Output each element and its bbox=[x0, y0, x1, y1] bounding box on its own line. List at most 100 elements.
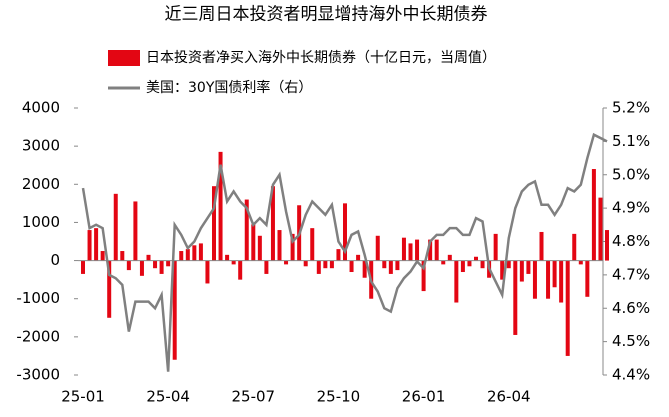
bar bbox=[578, 260, 583, 265]
bar bbox=[238, 260, 243, 280]
bar bbox=[120, 251, 125, 261]
y2-tick-label: 5.2% bbox=[612, 99, 650, 117]
bar bbox=[467, 260, 472, 267]
bar bbox=[218, 151, 223, 261]
bar bbox=[225, 254, 230, 261]
bar bbox=[539, 231, 544, 261]
bar bbox=[375, 235, 380, 261]
bar bbox=[153, 260, 158, 269]
bar bbox=[565, 260, 570, 356]
y-tick-label: -1000 bbox=[16, 289, 60, 307]
bar bbox=[559, 260, 564, 303]
bar bbox=[146, 254, 151, 261]
bar bbox=[513, 260, 518, 335]
bar bbox=[546, 260, 551, 299]
bar bbox=[284, 260, 289, 265]
bar bbox=[231, 260, 236, 265]
bar bbox=[139, 260, 144, 276]
bar bbox=[159, 260, 164, 274]
y2-tick-label: 5.0% bbox=[612, 165, 650, 183]
bar bbox=[185, 249, 190, 261]
bar bbox=[133, 201, 138, 261]
legend-swatch bbox=[108, 50, 140, 66]
bar bbox=[290, 233, 295, 261]
bar bbox=[532, 260, 537, 299]
bar bbox=[356, 254, 361, 261]
y-tick-label: 3000 bbox=[22, 137, 60, 155]
bar bbox=[343, 203, 347, 261]
bar bbox=[251, 224, 256, 261]
bar bbox=[428, 239, 433, 261]
bar bbox=[591, 169, 596, 261]
bar bbox=[506, 260, 511, 269]
bar bbox=[408, 243, 413, 261]
y2-tick-label: 4.7% bbox=[612, 265, 650, 283]
y2-tick-label: 4.4% bbox=[612, 366, 650, 384]
bar bbox=[323, 260, 328, 269]
bar bbox=[552, 260, 557, 288]
bar bbox=[519, 260, 524, 282]
y2-tick-label: 4.9% bbox=[612, 199, 650, 217]
bar bbox=[316, 260, 321, 274]
bar bbox=[395, 260, 400, 271]
bar bbox=[474, 256, 478, 261]
y2-tick-label: 4.5% bbox=[612, 332, 650, 350]
bar bbox=[270, 186, 275, 261]
bar bbox=[382, 260, 387, 269]
y-tick-label: -3000 bbox=[16, 366, 60, 384]
bar bbox=[107, 260, 112, 318]
bar bbox=[434, 239, 439, 261]
y2-tick-label: 4.8% bbox=[612, 232, 650, 250]
y2-tick-label: 5.1% bbox=[612, 132, 650, 150]
bar bbox=[192, 245, 197, 261]
x-tick-label: 25-04 bbox=[146, 388, 190, 406]
bar bbox=[401, 237, 406, 261]
bar bbox=[179, 251, 184, 261]
bar bbox=[362, 260, 367, 278]
bar bbox=[415, 239, 420, 261]
x-tick-label: 26-04 bbox=[487, 388, 531, 406]
bar bbox=[388, 260, 393, 274]
y-tick-label: 0 bbox=[50, 251, 60, 269]
bar bbox=[447, 254, 452, 261]
bar bbox=[526, 260, 531, 274]
bar bbox=[87, 230, 92, 261]
bar bbox=[100, 251, 105, 261]
bar bbox=[493, 233, 498, 261]
bar bbox=[460, 260, 465, 273]
bar bbox=[277, 230, 282, 261]
bar bbox=[605, 230, 609, 261]
bar bbox=[454, 260, 459, 303]
bar bbox=[598, 197, 603, 261]
x-tick-label: 26-01 bbox=[402, 388, 446, 406]
bar bbox=[310, 228, 315, 261]
bar bbox=[349, 260, 354, 273]
y-tick-label: 4000 bbox=[22, 99, 60, 117]
legend-label: 日本投资者净买入海外中长期债券（十亿日元，当周值） bbox=[146, 50, 496, 66]
bar bbox=[113, 193, 118, 261]
bar bbox=[212, 186, 216, 261]
bar bbox=[244, 199, 249, 261]
bar bbox=[572, 233, 577, 261]
bar bbox=[126, 260, 131, 271]
y-tick-label: -2000 bbox=[16, 327, 60, 345]
line bbox=[81, 132, 608, 372]
bar bbox=[329, 260, 334, 269]
bar bbox=[441, 260, 446, 265]
y2-tick-label: 4.6% bbox=[612, 299, 650, 317]
legend-label: 美国：30Y国债利率（右） bbox=[146, 79, 312, 96]
bar bbox=[585, 260, 590, 297]
x-tick-label: 25-10 bbox=[317, 388, 361, 406]
bar bbox=[480, 260, 485, 269]
bar bbox=[257, 235, 262, 261]
bar bbox=[421, 260, 426, 292]
bar bbox=[81, 260, 85, 274]
bar bbox=[94, 228, 99, 261]
x-tick-label: 25-01 bbox=[61, 388, 105, 406]
bar bbox=[500, 260, 505, 280]
chart-title: 近三周日本投资者明显增持海外中长期债券 bbox=[165, 5, 488, 25]
bar bbox=[172, 260, 177, 360]
y-tick-label: 2000 bbox=[22, 175, 60, 193]
bar bbox=[198, 243, 203, 261]
